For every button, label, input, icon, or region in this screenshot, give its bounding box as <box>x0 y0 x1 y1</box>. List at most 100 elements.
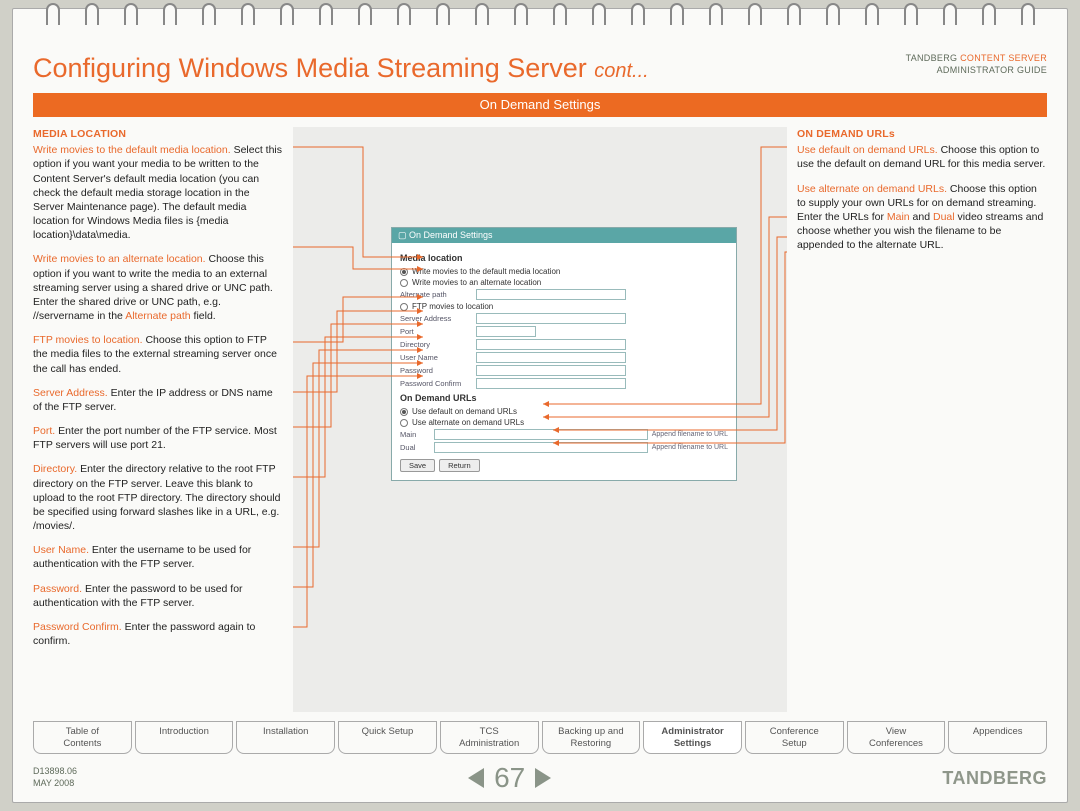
dual-append-label: Append filename to URL <box>652 444 728 451</box>
radio-default-url[interactable] <box>400 408 408 416</box>
screenshot-titlebar: ▢ On Demand Settings <box>392 228 736 243</box>
doc-id-block: D13898.06 MAY 2008 <box>33 766 77 789</box>
save-button[interactable]: Save <box>400 459 435 472</box>
term: Main <box>887 211 910 223</box>
section-bar: On Demand Settings <box>33 93 1047 117</box>
dir-input[interactable] <box>476 339 626 350</box>
term: Alternate path <box>125 310 190 322</box>
term: Password Confirm. <box>33 621 122 633</box>
alt-path-input[interactable] <box>476 289 626 300</box>
term: Directory. <box>33 463 77 475</box>
nav-tab[interactable]: AdministratorSettings <box>643 721 742 754</box>
port-label: Port <box>400 327 472 336</box>
pass2-label: Password Confirm <box>400 379 472 388</box>
definition-para: User Name. Enter the username to be used… <box>33 543 283 571</box>
nav-tab[interactable]: ViewConferences <box>847 721 946 754</box>
definition-para: Password Confirm. Enter the password aga… <box>33 620 283 648</box>
term: User Name. <box>33 544 89 556</box>
page-title: Configuring Windows Media Streaming Serv… <box>33 53 649 84</box>
radio-default-label: Write movies to the default media locati… <box>412 267 560 276</box>
term: Dual <box>933 211 955 223</box>
nav-tab[interactable]: Quick Setup <box>338 721 437 754</box>
ondemand-urls-heading: On Demand URLs <box>400 393 728 403</box>
definition-para: Directory. Enter the directory relative … <box>33 462 283 533</box>
nav-tabs: Table ofContentsIntroductionInstallation… <box>33 721 1047 754</box>
media-location-heading: Media location <box>400 253 728 263</box>
pass-label: Password <box>400 366 472 375</box>
pass2-input[interactable] <box>476 378 626 389</box>
nav-tab[interactable]: Backing up andRestoring <box>542 721 641 754</box>
definition-para: FTP movies to location. Choose this opti… <box>33 333 283 376</box>
right-heading: ON DEMAND URLs <box>797 127 1047 141</box>
page-header: Configuring Windows Media Streaming Serv… <box>33 53 1047 84</box>
radio-ftp[interactable] <box>400 303 408 311</box>
radio-ftp-label: FTP movies to location <box>412 302 493 311</box>
nav-tab[interactable]: Appendices <box>948 721 1047 754</box>
radio-default-url-label: Use default on demand URLs <box>412 407 517 416</box>
content-area: MEDIA LOCATION Write movies to the defau… <box>33 127 1047 712</box>
nav-tab[interactable]: ConferenceSetup <box>745 721 844 754</box>
left-heading: MEDIA LOCATION <box>33 127 283 141</box>
main-url-label: Main <box>400 430 430 439</box>
radio-alt-url-label: Use alternate on demand URLs <box>412 418 524 427</box>
nav-tab[interactable]: Installation <box>236 721 335 754</box>
term: Write movies to the default media locati… <box>33 144 231 156</box>
page-footer: D13898.06 MAY 2008 67 TANDBERG <box>33 762 1047 794</box>
definition-para: Password. Enter the password to be used … <box>33 582 283 610</box>
server-input[interactable] <box>476 313 626 324</box>
radio-alt-url[interactable] <box>400 419 408 427</box>
term: Use default on demand URLs. <box>797 144 938 156</box>
left-column: MEDIA LOCATION Write movies to the defau… <box>33 127 283 712</box>
term: Server Address. <box>33 387 108 399</box>
dual-url-label: Dual <box>400 443 430 452</box>
radio-alt-label: Write movies to an alternate location <box>412 278 541 287</box>
brand-guide: ADMINISTRATOR GUIDE <box>906 65 1047 77</box>
user-label: User Name <box>400 353 472 362</box>
pager: 67 <box>468 762 551 794</box>
definition-para: Port. Enter the port number of the FTP s… <box>33 424 283 452</box>
doc-info: TANDBERG CONTENT SERVER ADMINISTRATOR GU… <box>906 53 1047 76</box>
screenshot-body: Media location Write movies to the defau… <box>392 243 736 480</box>
term: FTP movies to location. <box>33 334 143 346</box>
definition-para: Use alternate on demand URLs. Choose thi… <box>797 182 1047 253</box>
port-input[interactable] <box>476 326 536 337</box>
definition-para: Use default on demand URLs. Choose this … <box>797 143 1047 171</box>
server-label: Server Address <box>400 314 472 323</box>
nav-tab[interactable]: TCSAdministration <box>440 721 539 754</box>
definition-para: Server Address. Enter the IP address or … <box>33 386 283 414</box>
brand-logo: TANDBERG <box>942 768 1047 789</box>
nav-tab[interactable]: Table ofContents <box>33 721 132 754</box>
document-page: Configuring Windows Media Streaming Serv… <box>12 8 1068 803</box>
term: Write movies to an alternate location. <box>33 253 206 265</box>
term: Password. <box>33 583 82 595</box>
next-page-arrow[interactable] <box>535 768 551 788</box>
return-button[interactable]: Return <box>439 459 480 472</box>
spiral-binding <box>13 7 1067 37</box>
radio-alt-location[interactable] <box>400 279 408 287</box>
brand-word: TANDBERG <box>906 53 961 63</box>
definition-para: Write movies to the default media locati… <box>33 143 283 242</box>
definition-para: Write movies to an alternate location. C… <box>33 252 283 323</box>
right-column: ON DEMAND URLs Use default on demand URL… <box>797 127 1047 712</box>
main-append-label: Append filename to URL <box>652 431 728 438</box>
nav-tab[interactable]: Introduction <box>135 721 234 754</box>
radio-default-location[interactable] <box>400 268 408 276</box>
user-input[interactable] <box>476 352 626 363</box>
dir-label: Directory <box>400 340 472 349</box>
settings-screenshot: ▢ On Demand Settings Media location Writ… <box>391 227 737 481</box>
title-cont: cont... <box>594 60 648 82</box>
brand-content-server: CONTENT SERVER <box>960 53 1047 63</box>
doc-id: D13898.06 <box>33 766 77 778</box>
title-main: Configuring Windows Media Streaming Serv… <box>33 53 594 83</box>
dual-url-input[interactable] <box>434 442 648 453</box>
page-number: 67 <box>494 762 525 794</box>
term: Use alternate on demand URLs. <box>797 183 947 195</box>
screenshot-title: On Demand Settings <box>409 230 493 240</box>
pass-input[interactable] <box>476 365 626 376</box>
center-column: ▢ On Demand Settings Media location Writ… <box>293 127 787 712</box>
term: Port. <box>33 425 55 437</box>
alt-path-label: Alternate path <box>400 290 472 299</box>
main-url-input[interactable] <box>434 429 648 440</box>
doc-date: MAY 2008 <box>33 778 77 790</box>
prev-page-arrow[interactable] <box>468 768 484 788</box>
